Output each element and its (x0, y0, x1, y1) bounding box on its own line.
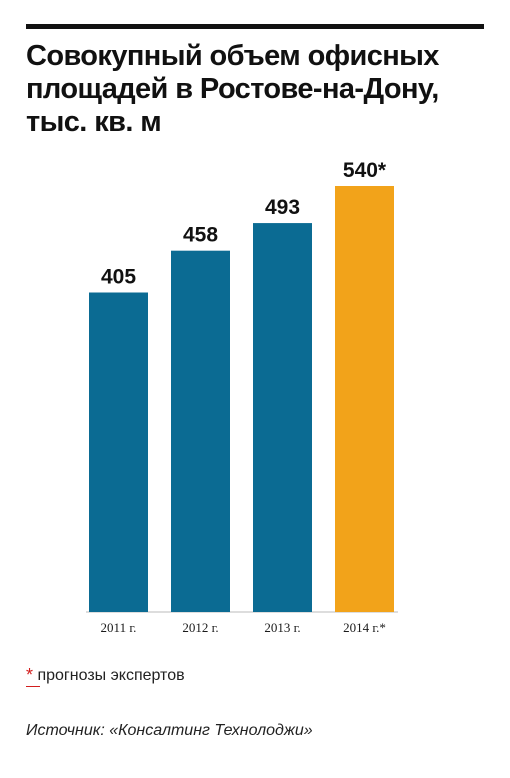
title-line-3: тыс. кв. м (26, 106, 162, 138)
value-label-1: 405 (101, 266, 136, 289)
chart-title: Совокупный объем офисных площадей в Рост… (26, 40, 486, 139)
bar-4 (335, 186, 394, 612)
bar-chart: 405 2011 г. 458 2012 г. 493 2013 г. 540* 2014 г… (86, 159, 398, 635)
source-text: Источник: «Консалтинг Технолоджи» (26, 722, 313, 739)
forecast-note: * прогнозы экспертов (26, 664, 185, 685)
note-underline (26, 686, 40, 687)
value-label-3: 493 (265, 196, 300, 219)
title-line-2: площадей в Ростове-на-Дону, (26, 73, 439, 105)
title-line-1: Совокупный объем офисных (26, 40, 439, 72)
top-rule (26, 24, 484, 29)
category-label-1: 2011 г. (101, 620, 137, 635)
category-label-3: 2013 г. (264, 620, 300, 635)
category-label-4: 2014 г.* (343, 620, 386, 635)
bar-1 (89, 292, 148, 612)
value-label-2: 458 (183, 224, 218, 247)
note-star: * (26, 665, 34, 685)
category-label-2: 2012 г. (182, 620, 218, 635)
note-text: прогнозы экспертов (37, 667, 185, 684)
bar-3 (253, 223, 312, 613)
value-label-4: 540* (343, 159, 387, 182)
bar-2 (171, 250, 230, 612)
